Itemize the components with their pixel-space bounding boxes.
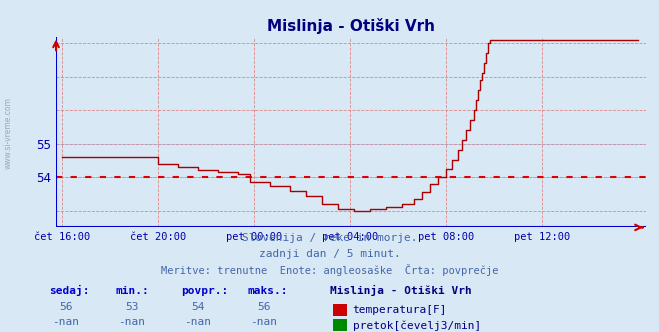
Text: -nan: -nan bbox=[185, 317, 211, 327]
Text: sedaj:: sedaj: bbox=[49, 285, 90, 296]
Title: Mislinja - Otiški Vrh: Mislinja - Otiški Vrh bbox=[267, 18, 435, 34]
Text: -nan: -nan bbox=[119, 317, 145, 327]
Text: 54: 54 bbox=[191, 302, 204, 312]
Text: maks.:: maks.: bbox=[247, 286, 287, 296]
Text: zadnji dan / 5 minut.: zadnji dan / 5 minut. bbox=[258, 249, 401, 259]
Text: 56: 56 bbox=[59, 302, 72, 312]
Text: temperatura[F]: temperatura[F] bbox=[353, 305, 447, 315]
Text: -nan: -nan bbox=[53, 317, 79, 327]
Text: 53: 53 bbox=[125, 302, 138, 312]
Text: 56: 56 bbox=[257, 302, 270, 312]
Text: www.si-vreme.com: www.si-vreme.com bbox=[3, 97, 13, 169]
Text: povpr.:: povpr.: bbox=[181, 286, 229, 296]
Text: min.:: min.: bbox=[115, 286, 149, 296]
Text: -nan: -nan bbox=[250, 317, 277, 327]
Text: Mislinja - Otiški Vrh: Mislinja - Otiški Vrh bbox=[330, 285, 471, 296]
Text: Meritve: trenutne  Enote: angleosaške  Črta: povprečje: Meritve: trenutne Enote: angleosaške Črt… bbox=[161, 264, 498, 276]
Text: Slovenija / reke in morje.: Slovenija / reke in morje. bbox=[242, 233, 417, 243]
Text: pretok[čevelj3/min]: pretok[čevelj3/min] bbox=[353, 320, 481, 331]
